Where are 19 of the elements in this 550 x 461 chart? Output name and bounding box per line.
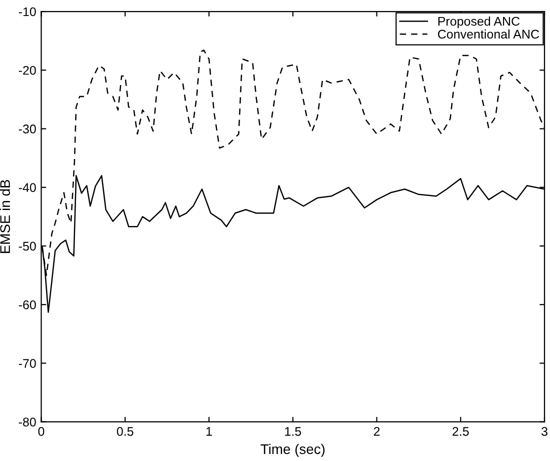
legend-label: Conventional ANC [438,29,540,39]
y-tick-label: -30 [18,124,36,134]
legend-label: Proposed ANC [438,16,520,28]
y-tick-label: -50 [18,242,36,251]
y-axis-title: EMSE in dB [0,180,10,253]
x-tick-label: 0 [38,427,44,436]
y-tick-label: -80 [18,418,36,426]
x-tick-label: 3 [542,427,548,436]
x-axis-title: Time (sec) [260,444,325,457]
y-tick-label: -70 [18,359,36,368]
x-tick-label: 0.5 [116,427,134,436]
y-tick-label: -40 [18,183,36,192]
x-tick-label: 2 [374,427,380,436]
y-tick-label: -60 [18,300,36,310]
x-tick-label: 1.5 [285,427,302,436]
x-tick-label: 1 [206,427,212,436]
x-tick-label: 2.5 [452,427,469,436]
y-tick-label: -20 [18,66,36,75]
y-tick-label: -10 [18,7,36,16]
